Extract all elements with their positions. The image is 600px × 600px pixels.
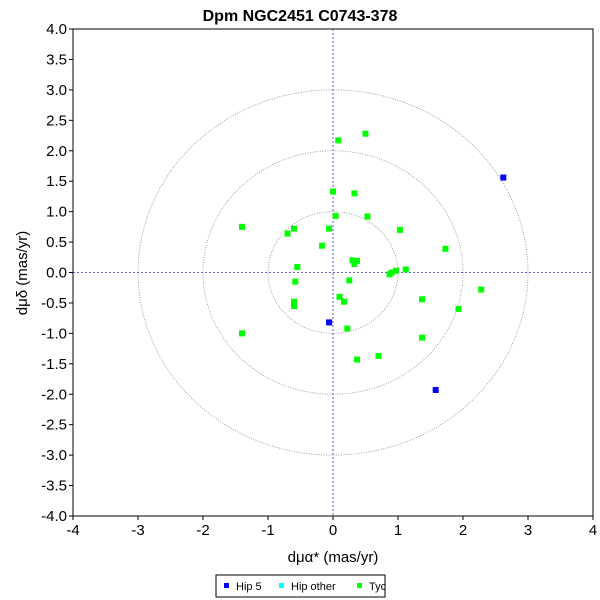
data-point — [362, 130, 369, 137]
data-point — [330, 188, 336, 195]
data-point — [239, 223, 245, 230]
data-point — [419, 334, 426, 341]
data-point — [291, 302, 297, 309]
data-point — [291, 225, 297, 232]
y-tick-label: -2.0 — [41, 386, 67, 403]
y-tick-label: -1.0 — [41, 325, 67, 342]
x-tick-label: 3 — [524, 522, 532, 539]
data-point — [284, 230, 291, 237]
y-tick-label: -3.5 — [41, 478, 67, 495]
y-tick-label: 1.0 — [46, 204, 67, 221]
data-point — [326, 319, 333, 326]
data-point — [432, 386, 439, 393]
y-tick-label: 3.0 — [46, 82, 67, 99]
data-point — [341, 298, 348, 305]
y-tick-label: 2.5 — [46, 112, 67, 129]
y-tick-label: -2.5 — [41, 417, 67, 434]
data-point — [419, 296, 426, 303]
legend-label: Hip 5 — [236, 581, 262, 593]
y-tick-label: 3.5 — [46, 51, 67, 68]
data-point — [386, 271, 393, 278]
legend: Hip 5 Hip other Tyc — [215, 574, 387, 598]
data-point — [500, 174, 507, 181]
data-point — [364, 213, 371, 220]
legend-box — [215, 574, 386, 598]
x-tick-label: -3 — [131, 522, 144, 539]
legend-swatch — [224, 583, 229, 588]
y-tick-label: 1.5 — [46, 173, 67, 190]
data-point — [375, 352, 382, 359]
data-point — [402, 266, 409, 273]
y-tick-label: -1.5 — [41, 356, 67, 373]
data-point — [239, 330, 245, 337]
data-point — [344, 325, 351, 332]
data-point — [292, 278, 299, 285]
legend-swatch — [279, 583, 284, 588]
x-tick-label: -4 — [66, 522, 79, 539]
data-point — [318, 242, 325, 249]
y-tick-label: 4.0 — [46, 21, 67, 38]
data-point — [332, 212, 339, 219]
legend-label: Hip other — [291, 581, 336, 593]
y-tick-label: 0.0 — [46, 265, 67, 282]
x-axis-label: dμα* (mas/yr) — [288, 549, 379, 566]
series-tyc — [239, 130, 485, 363]
data-point — [349, 257, 356, 264]
data-point — [326, 225, 333, 232]
axis-ticks: -4 -3 -2 -1 0 1 2 3 4 -4.0 -3.5 -3.0 -2.5 -2.0 -1.5 -1.… — [41, 21, 597, 539]
data-point — [351, 260, 358, 267]
data-point — [291, 298, 297, 305]
x-tick-label: 1 — [394, 522, 402, 539]
legend-label: Tyc — [369, 581, 387, 593]
chart-title: Dpm NGC2451 C0743-378 — [203, 8, 398, 25]
plot-area — [72, 28, 594, 517]
series-hip-5 — [326, 174, 507, 393]
data-point — [354, 356, 361, 363]
data-point — [455, 306, 462, 313]
data-point — [336, 293, 343, 300]
x-tick-label: 0 — [329, 522, 337, 539]
data-point — [478, 286, 485, 293]
data-point — [351, 190, 358, 197]
y-tick-label: -4.0 — [41, 508, 67, 525]
legend-item: Hip other — [279, 581, 336, 593]
y-tick-label: 0.5 — [46, 234, 67, 251]
x-tick-label: -2 — [196, 522, 209, 539]
y-tick-label: -0.5 — [41, 295, 67, 312]
data-point — [346, 277, 353, 284]
data-point — [335, 137, 342, 144]
x-tick-label: -1 — [261, 522, 274, 539]
x-tick-label: 4 — [589, 522, 597, 539]
legend-item: Hip 5 — [224, 581, 262, 593]
data-point — [294, 264, 301, 271]
data-point — [393, 267, 400, 274]
y-axis-label: dμδ (mas/yr) — [14, 231, 31, 316]
y-tick-label: -3.0 — [41, 447, 67, 464]
data-point — [396, 226, 403, 233]
x-tick-label: 2 — [459, 522, 467, 539]
legend-swatch — [357, 583, 362, 588]
data-point — [442, 245, 449, 252]
y-tick-label: 2.0 — [46, 143, 67, 160]
data-point — [354, 257, 361, 264]
legend-item: Tyc — [357, 581, 387, 593]
